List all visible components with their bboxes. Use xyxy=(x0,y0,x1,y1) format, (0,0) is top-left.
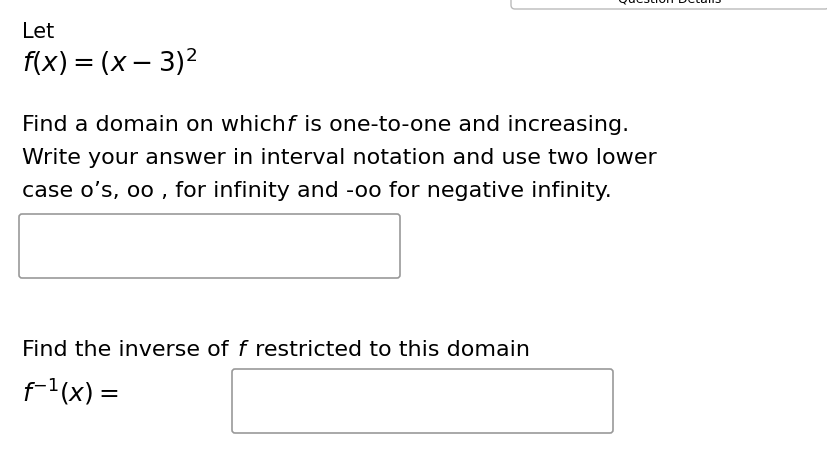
Text: $f^{-1}(x) =$: $f^{-1}(x) =$ xyxy=(22,378,118,408)
FancyBboxPatch shape xyxy=(510,0,827,9)
Text: Write your answer in interval notation and use two lower: Write your answer in interval notation a… xyxy=(22,148,656,168)
Text: $f(x) = (x - 3)^2$: $f(x) = (x - 3)^2$ xyxy=(22,45,197,78)
Text: restricted to this domain: restricted to this domain xyxy=(248,340,529,360)
Text: is one-to-one and increasing.: is one-to-one and increasing. xyxy=(297,115,629,135)
FancyBboxPatch shape xyxy=(232,369,612,433)
Text: Question Details: Question Details xyxy=(618,0,721,5)
Text: Find a domain on which: Find a domain on which xyxy=(22,115,293,135)
Text: f: f xyxy=(285,115,294,135)
Text: Find the inverse of: Find the inverse of xyxy=(22,340,236,360)
Text: Let: Let xyxy=(22,22,55,42)
Text: f: f xyxy=(237,340,245,360)
Text: case o’s, oo , for infinity and -oo for negative infinity.: case o’s, oo , for infinity and -oo for … xyxy=(22,181,611,201)
FancyBboxPatch shape xyxy=(19,214,399,278)
